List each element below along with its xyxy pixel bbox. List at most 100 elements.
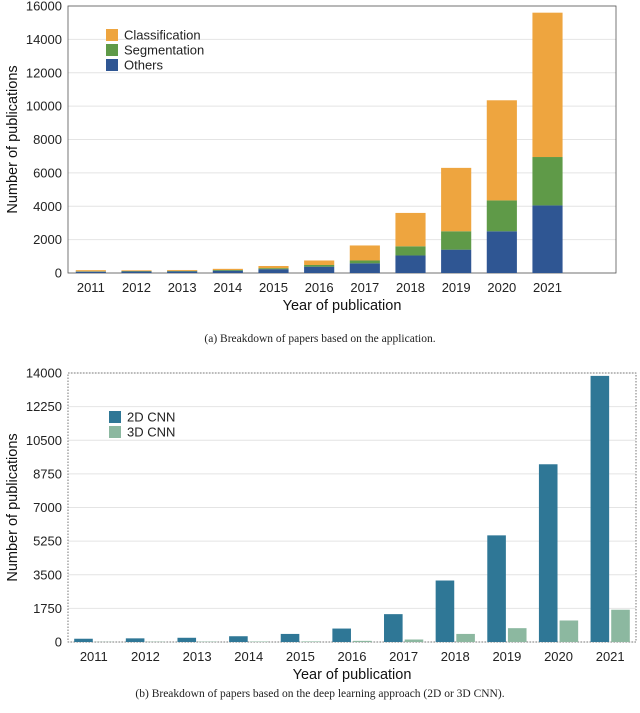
bar-segmentation: [304, 264, 335, 267]
bar-others: [486, 231, 517, 273]
bar-others: [258, 269, 289, 273]
y-tick-label: 8750: [33, 466, 62, 481]
bar-classification: [349, 245, 380, 261]
y-tick-label: 16000: [26, 0, 62, 14]
y-tick-label: 6000: [33, 165, 62, 180]
bar-2d-cnn: [74, 638, 93, 642]
bar-segmentation: [167, 270, 198, 272]
x-tick-label: 2012: [131, 649, 160, 664]
bar-segmentation: [212, 269, 243, 271]
x-tick-label: 2015: [259, 280, 288, 295]
bar-others: [349, 263, 380, 273]
x-tick-label: 2020: [544, 649, 573, 664]
bar-others: [441, 249, 472, 273]
legend-swatch: [106, 59, 118, 71]
bar-3d-cnn: [611, 609, 630, 642]
x-tick-label: 2018: [441, 649, 470, 664]
y-tick-label: 5250: [33, 534, 62, 549]
y-tick-label: 1750: [33, 601, 62, 616]
x-tick-label: 2014: [213, 280, 242, 295]
x-axis-label: Year of publication: [293, 667, 412, 683]
x-tick-label: 2012: [122, 280, 151, 295]
bar-2d-cnn: [125, 638, 145, 642]
x-tick-label: 2014: [234, 649, 263, 664]
legend-label: Others: [124, 58, 164, 73]
bar-classification: [212, 268, 243, 270]
x-tick-label: 2011: [80, 649, 108, 664]
bar-classification: [304, 260, 335, 265]
bar-segmentation: [349, 260, 380, 264]
bar-2d-cnn: [590, 375, 610, 642]
legend-label: Classification: [124, 28, 201, 43]
x-tick-label: 2011: [77, 280, 105, 295]
bar-3d-cnn: [456, 633, 475, 642]
bar-segmentation: [486, 200, 517, 232]
chart-applications: 0 2000 4000 6000 8000 10000 12000 14000 16000 201…: [5, 0, 617, 314]
y-tick-label: 0: [55, 266, 62, 281]
bar-2d-cnn: [280, 633, 300, 642]
y-tick-label: 10000: [26, 99, 62, 114]
bar-others: [304, 266, 335, 273]
x-tick-label: 2016: [305, 280, 334, 295]
bar-3d-cnn: [353, 640, 372, 642]
x-tick-label: 2018: [396, 280, 425, 295]
y-tick-label: 4000: [33, 199, 62, 214]
bar-3d-cnn: [404, 639, 424, 642]
x-tick-label: 2019: [492, 649, 521, 664]
bar-classification: [486, 100, 517, 201]
legend-swatch: [109, 426, 121, 438]
caption-b: (b) Breakdown of papers based on the dee…: [135, 688, 505, 700]
plot-frame: [67, 5, 617, 274]
caption-a: (a) Breakdown of papers based on the app…: [204, 333, 436, 345]
plot-frame: [67, 372, 637, 643]
x-tick-label: 2021: [596, 649, 625, 664]
bar-3d-cnn: [559, 620, 579, 642]
bar-3d-cnn: [301, 641, 320, 642]
y-tick-label: 3500: [33, 567, 62, 582]
bar-others: [75, 271, 106, 273]
y-tick-label: 0: [55, 635, 62, 650]
bar-classification: [75, 270, 106, 272]
bar-classification: [167, 269, 198, 271]
chart-cnn-approach: 0 1750 3500 5250 7000 8750 10500 12250 14000 2011…: [5, 366, 637, 683]
y-tick-label: 12250: [26, 399, 62, 414]
y-tick-label: 14000: [26, 366, 62, 381]
bar-others: [212, 270, 243, 273]
x-axis-label: Year of publication: [283, 298, 402, 314]
y-axis-label: Number of publications: [5, 65, 21, 213]
legend-label: Segmentation: [124, 43, 204, 58]
x-tick-label: 2021: [533, 280, 562, 295]
bar-2d-cnn: [538, 464, 558, 642]
bar-others: [121, 271, 152, 273]
bar-others: [532, 205, 563, 273]
bar-2d-cnn: [384, 614, 403, 642]
bar-others: [395, 255, 426, 273]
y-tick-label: 10500: [26, 433, 62, 448]
legend-swatch: [106, 29, 118, 41]
y-tick-label: 2000: [33, 232, 62, 247]
bar-2d-cnn: [229, 636, 248, 642]
bar-2d-cnn: [177, 637, 197, 642]
bar-2d-cnn: [332, 628, 351, 642]
y-axis-label: Number of publications: [5, 433, 21, 581]
x-tick-label: 2020: [487, 280, 516, 295]
bar-segmentation: [441, 231, 472, 250]
bar-segmentation: [395, 246, 426, 256]
bar-2d-cnn: [487, 535, 506, 642]
legend-label: 2D CNN: [127, 410, 175, 425]
bar-2d-cnn: [435, 580, 455, 642]
x-tick-label: 2017: [350, 280, 379, 295]
bar-segmentation: [258, 268, 289, 270]
y-tick-label: 14000: [26, 32, 62, 47]
y-tick-label: 12000: [26, 65, 62, 80]
y-tick-label: 8000: [33, 132, 62, 147]
bar-3d-cnn: [507, 628, 527, 642]
x-tick-label: 2015: [286, 649, 315, 664]
x-tick-label: 2019: [442, 280, 471, 295]
legend-swatch: [109, 411, 121, 423]
bar-classification: [395, 212, 426, 247]
bar-classification: [258, 265, 289, 269]
x-tick-label: 2013: [168, 280, 197, 295]
bar-segmentation: [532, 157, 563, 206]
x-tick-label: 2016: [338, 649, 367, 664]
